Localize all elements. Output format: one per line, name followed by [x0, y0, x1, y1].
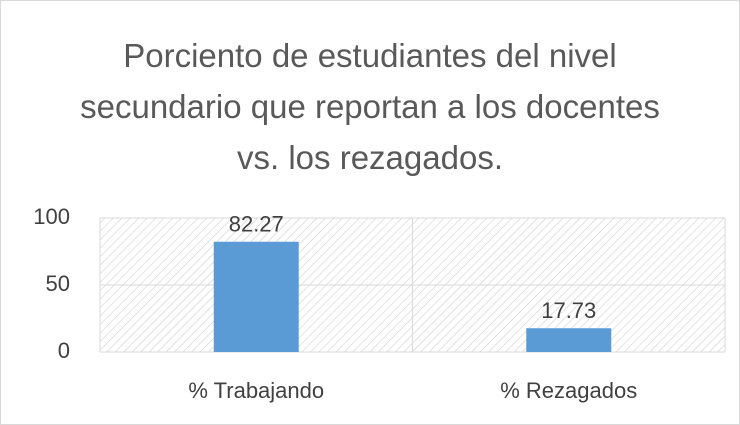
data-label: 17.73: [541, 298, 596, 323]
y-tick-label: 100: [33, 204, 70, 229]
chart-title: Porciento de estudiantes del nivel secun…: [80, 37, 660, 176]
x-tick-label: % Rezagados: [500, 378, 637, 403]
x-tick-label: % Trabajando: [188, 378, 324, 403]
data-label: 82.27: [229, 212, 284, 237]
bar: [526, 328, 612, 352]
y-tick-label: 0: [58, 338, 70, 363]
bar: [213, 241, 299, 352]
y-tick-label: 50: [46, 271, 70, 296]
